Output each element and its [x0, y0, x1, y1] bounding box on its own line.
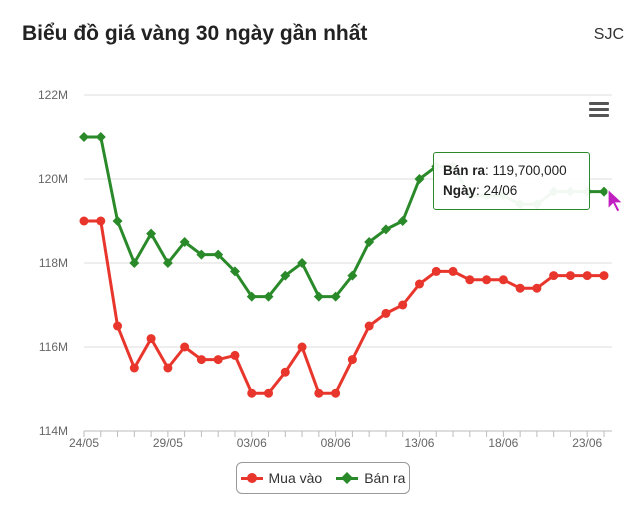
pointer-cursor-icon: [607, 188, 625, 213]
data-point: [79, 216, 89, 226]
data-point: [280, 270, 291, 281]
data-point: [482, 275, 492, 285]
data-point: [380, 224, 391, 235]
data-point: [414, 279, 424, 289]
data-point: [113, 321, 123, 331]
legend-swatch-mua-vao: [240, 472, 263, 483]
data-point: [465, 275, 475, 285]
data-point: [180, 342, 190, 352]
data-point: [146, 228, 157, 239]
x-tick-label: 23/06: [572, 436, 602, 450]
data-point: [146, 334, 156, 344]
data-point: [314, 388, 324, 398]
data-point: [129, 363, 139, 373]
data-point: [229, 266, 240, 277]
data-point: [280, 367, 290, 377]
tooltip-value: 119,700,000: [492, 163, 567, 178]
data-point: [347, 270, 358, 281]
data-point: [162, 258, 173, 268]
data-point: [196, 355, 206, 365]
x-tick-label: 08/06: [321, 436, 351, 450]
data-point: [582, 271, 592, 281]
chart-title: Biểu đồ giá vàng 30 ngày gần nhất: [22, 22, 368, 45]
data-point: [96, 216, 106, 226]
data-point: [246, 291, 257, 302]
x-tick-label: 03/06: [237, 436, 267, 450]
y-tick-label: 122M: [38, 88, 68, 102]
data-point: [331, 388, 341, 398]
data-point: [179, 237, 190, 247]
data-point: [230, 350, 240, 360]
chart-legend: Mua vào Bán ra: [236, 462, 410, 494]
data-point: [213, 249, 224, 260]
legend-label-mua-vao: Mua vào: [268, 470, 323, 486]
data-point: [263, 291, 274, 302]
chart-menu-icon[interactable]: [589, 102, 609, 118]
data-point: [364, 321, 374, 331]
data-point: [398, 300, 408, 310]
x-tick-label: 29/05: [153, 436, 183, 450]
data-point: [297, 342, 307, 352]
chart-axes: 114M 116M 118M 120M 122M 24/05 29/05 03/06 08/06…: [38, 88, 612, 450]
tooltip-date-label: Ngày: [443, 183, 477, 198]
legend-swatch-ban-ra: [336, 471, 359, 484]
data-point: [397, 216, 408, 226]
y-tick-label: 118M: [39, 256, 68, 270]
x-tick-label: 24/05: [69, 436, 99, 450]
data-point: [213, 355, 223, 365]
series-mua-vao: [79, 216, 609, 398]
data-point: [330, 291, 341, 302]
legend-label-ban-ra: Bán ra: [364, 470, 406, 486]
x-tick-label: 13/06: [404, 436, 434, 450]
data-point: [313, 291, 324, 302]
data-point: [498, 275, 508, 285]
data-point: [79, 132, 89, 142]
data-point: [599, 186, 609, 197]
data-point: [264, 388, 274, 398]
data-point: [247, 388, 257, 398]
data-point: [297, 258, 308, 268]
data-point: [95, 132, 106, 142]
series-line: [84, 219, 604, 395]
y-tick-label: 120M: [38, 172, 68, 186]
data-point: [112, 216, 123, 226]
data-point: [196, 249, 207, 260]
data-point: [364, 237, 375, 247]
x-tick-label: 18/06: [488, 436, 518, 450]
data-point: [347, 355, 357, 365]
data-point: [414, 174, 425, 184]
tooltip-series-label: Bán ra: [443, 163, 486, 178]
chart-tooltip: Bán ra: 119,700,000 Ngày: 24/06: [433, 152, 590, 210]
tooltip-date: 24/06: [483, 183, 518, 198]
data-point: [515, 283, 525, 293]
data-point: [599, 271, 609, 281]
data-point: [565, 271, 575, 281]
legend-item-ban-ra[interactable]: Bán ra: [336, 470, 405, 486]
y-tick-label: 114M: [39, 424, 68, 438]
data-point: [532, 283, 542, 293]
data-point: [549, 271, 559, 281]
data-point: [129, 258, 140, 268]
data-point: [448, 266, 458, 276]
data-point: [381, 308, 391, 318]
legend-item-mua-vao[interactable]: Mua vào: [240, 470, 323, 486]
y-tick-label: 116M: [39, 340, 68, 354]
data-point: [163, 363, 173, 373]
brand-label: SJC: [593, 26, 624, 43]
data-point: [431, 266, 441, 276]
